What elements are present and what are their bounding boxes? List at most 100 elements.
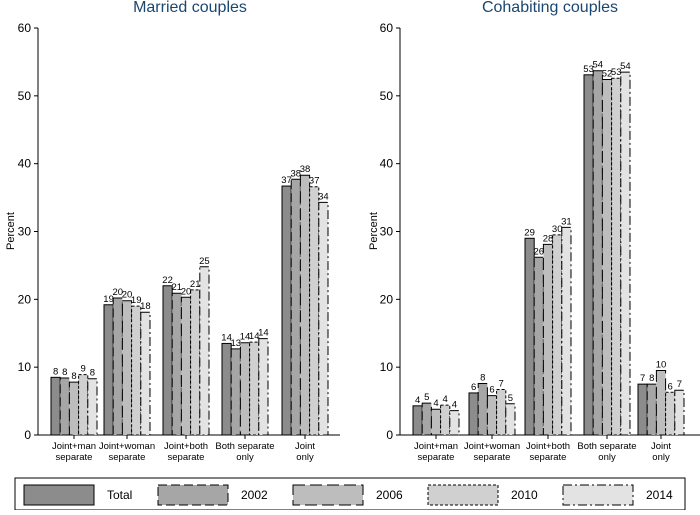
panel-title: Married couples xyxy=(133,0,247,16)
bar-2014 xyxy=(199,266,210,436)
bar-2014 xyxy=(561,226,572,436)
bar-2002 xyxy=(230,348,241,436)
bar-2002 xyxy=(533,256,544,436)
panel-1: Married couples 0 10 20 30 40 50 60 Percent Joint… xyxy=(5,0,340,463)
y-tick-label: 60 xyxy=(18,21,32,35)
category-label-line: Joint+woman xyxy=(99,441,155,452)
data-label: 7 xyxy=(640,373,645,384)
category-label: Both separate only xyxy=(577,441,636,463)
bar-2002 xyxy=(59,377,70,436)
bar-total xyxy=(412,405,423,436)
data-label: 21 xyxy=(190,279,201,290)
category-label: Joint+both separate xyxy=(164,441,208,463)
y-tick-label: 10 xyxy=(18,360,32,374)
category-label-line: Joint+both xyxy=(526,441,570,452)
bar-2002 xyxy=(171,292,182,436)
category-label-line: Both separate xyxy=(215,441,274,452)
data-label: 37 xyxy=(281,175,292,186)
bar-total xyxy=(468,392,479,436)
y-tick-label: 20 xyxy=(380,292,394,306)
bar-2014 xyxy=(140,311,151,436)
data-label: 20 xyxy=(181,286,192,297)
legend-swatch-2002 xyxy=(157,484,229,506)
bar-2010 xyxy=(611,77,622,436)
data-label: 8 xyxy=(649,373,654,384)
category-label-line: Both separate xyxy=(577,441,636,452)
data-label: 8 xyxy=(90,368,95,379)
legend: Total 2002 2006 2010 2014 xyxy=(14,477,686,511)
bar-2014 xyxy=(674,389,685,436)
category-label-line: Joint xyxy=(651,441,671,452)
data-label: 29 xyxy=(524,227,535,238)
legend-swatch-total xyxy=(23,484,95,506)
bar-2010 xyxy=(131,305,142,436)
bar-2006 xyxy=(430,408,442,436)
category-label-line: separate xyxy=(530,452,567,463)
panel-2: Cohabiting couples 0 10 20 30 40 50 60 Percent Jo… xyxy=(368,0,700,463)
category-label-line: only xyxy=(296,452,314,463)
data-label: 6 xyxy=(471,382,476,393)
bar-2014 xyxy=(87,378,98,436)
legend-label: 2010 xyxy=(511,488,538,502)
data-label: 22 xyxy=(162,275,173,286)
data-label: 8 xyxy=(53,366,58,377)
bar-2002 xyxy=(290,178,301,436)
category-label-line: separate xyxy=(474,452,511,463)
bar-2002 xyxy=(592,70,603,436)
bar-2002 xyxy=(646,383,657,436)
category-label: Joint+both separate xyxy=(526,441,570,463)
data-label: 14 xyxy=(240,332,251,343)
y-axis-title: Percent xyxy=(5,212,17,250)
category-label: Joint only xyxy=(651,441,671,463)
y-tick-label: 10 xyxy=(380,360,394,374)
data-label: 8 xyxy=(480,372,485,383)
y-axis-title: Percent xyxy=(368,212,380,250)
bar-2002 xyxy=(421,402,432,436)
data-label: 54 xyxy=(593,60,604,71)
data-label: 6 xyxy=(668,381,673,392)
bar-2014 xyxy=(318,201,329,436)
y-tick-label: 20 xyxy=(18,292,32,306)
data-label: 8 xyxy=(62,367,67,378)
bar-2014 xyxy=(449,410,460,436)
data-label: 31 xyxy=(561,216,572,227)
data-label: 54 xyxy=(620,61,631,72)
bar-total xyxy=(162,285,173,436)
data-label: 20 xyxy=(113,287,124,298)
data-label: 21 xyxy=(172,282,183,293)
y-tick-label: 0 xyxy=(24,428,31,442)
data-label: 4 xyxy=(452,400,457,411)
panel-title: Cohabiting couples xyxy=(482,0,618,16)
category-label-line: only xyxy=(598,452,616,463)
legend-swatch-2010 xyxy=(427,484,499,506)
y-tick-label: 40 xyxy=(18,157,32,171)
y-tick-label: 40 xyxy=(380,157,394,171)
category-label-line: Joint+both xyxy=(164,441,208,452)
legend-swatch-2006 xyxy=(292,484,364,506)
category-label-line: only xyxy=(236,452,254,463)
bar-2006 xyxy=(299,174,311,436)
category-label-line: separate xyxy=(418,452,455,463)
bar-2010 xyxy=(496,389,507,436)
bar-2006 xyxy=(121,300,133,436)
data-label: 19 xyxy=(131,295,142,306)
bar-2006 xyxy=(180,296,192,436)
data-label: 20 xyxy=(122,290,133,301)
data-label: 10 xyxy=(656,360,667,371)
bar-total xyxy=(50,376,61,436)
legend-label: 2002 xyxy=(241,488,268,502)
data-label: 14 xyxy=(221,332,232,343)
data-label: 5 xyxy=(508,393,513,404)
category-label: Joint+man separate xyxy=(52,441,96,463)
bar-2010 xyxy=(440,404,451,436)
bar-total xyxy=(103,304,114,436)
category-label: Joint only xyxy=(295,441,315,463)
bar-2010 xyxy=(190,289,201,436)
y-tick-label: 0 xyxy=(386,428,393,442)
bar-2010 xyxy=(552,234,563,436)
bar-total xyxy=(524,237,535,436)
category-label-line: Joint+man xyxy=(414,441,458,452)
bar-2010 xyxy=(309,186,320,436)
category-label-line: Joint+woman xyxy=(464,441,520,452)
bar-2006 xyxy=(655,370,667,436)
